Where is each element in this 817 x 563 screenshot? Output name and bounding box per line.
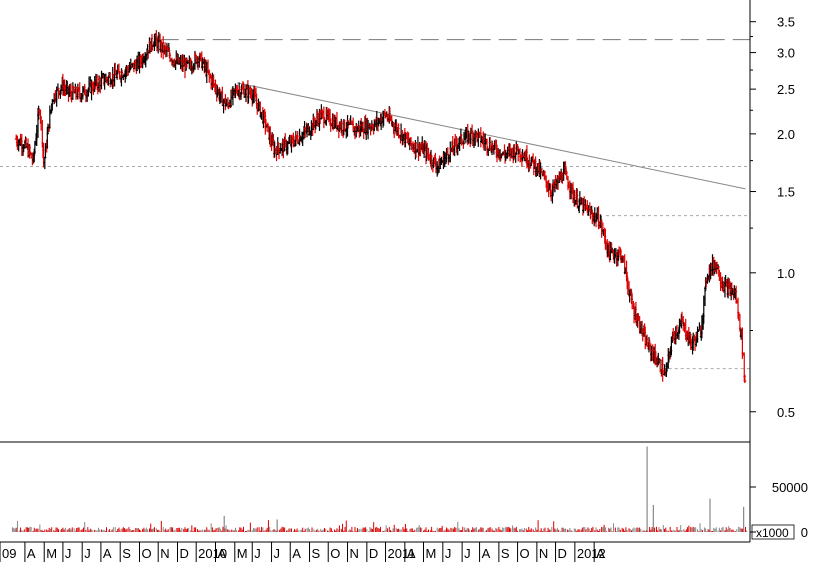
trendline <box>237 82 746 190</box>
x-tick-label: M <box>46 546 57 561</box>
y-tick-label: 1.0 <box>777 266 795 281</box>
x-tick-label: A <box>407 546 416 561</box>
x-tick-label: S <box>122 546 131 561</box>
volume-panel: 0 50000 x1000 <box>11 446 808 540</box>
y-tick-label: 1.5 <box>777 185 795 200</box>
x-tick-label: M <box>237 546 248 561</box>
x-tick-label: 2010 <box>198 546 227 561</box>
x-tick-label: 09 <box>2 546 16 561</box>
x-tick-label: S <box>312 546 321 561</box>
x-tick-label: D <box>369 546 378 561</box>
x-tick-label: A <box>27 546 36 561</box>
x-tick-label: A <box>217 546 226 561</box>
y-tick-label: 2.0 <box>777 127 795 142</box>
y-tick-label: 3.0 <box>777 46 795 61</box>
y-tick-label: 2.5 <box>777 82 795 97</box>
x-tick-label: J <box>274 546 281 561</box>
x-tick-label: J <box>65 546 72 561</box>
x-tick-label: O <box>142 546 152 561</box>
x-tick-label: J <box>254 546 261 561</box>
x-tick-label: O <box>520 546 530 561</box>
x-tick-label: A <box>482 546 491 561</box>
x-tick-label: D <box>558 546 567 561</box>
x-tick-label: J <box>464 546 471 561</box>
x-tick-label: 2011 <box>388 546 416 561</box>
volume-unit-box <box>751 524 795 540</box>
x-tick-label: N <box>350 546 359 561</box>
x-tick-label: A <box>103 546 112 561</box>
x-tick-label: 2012 <box>577 546 606 561</box>
volume-y-tick-label: 50000 <box>772 480 808 495</box>
x-tick-label: J <box>445 546 452 561</box>
x-tick-label: J <box>84 546 91 561</box>
x-tick-label: N <box>160 546 169 561</box>
x-tick-label: A <box>596 546 605 561</box>
volume-unit-label: x1000 <box>756 526 789 540</box>
y-tick-label: 3.5 <box>777 15 795 30</box>
y-tick-label: 0.5 <box>777 405 795 420</box>
x-tick-label: N <box>539 546 548 561</box>
x-tick-label: A <box>292 546 301 561</box>
price-panel: 0.5 1.0 1.5 2.0 2.5 3.0 3.5 <box>0 15 795 420</box>
x-tick-label: M <box>426 546 437 561</box>
volume-y-tick-label: 0 <box>801 525 808 540</box>
x-tick-label: O <box>330 546 340 561</box>
x-tick-label: D <box>180 546 189 561</box>
x-tick-label: S <box>501 546 510 561</box>
